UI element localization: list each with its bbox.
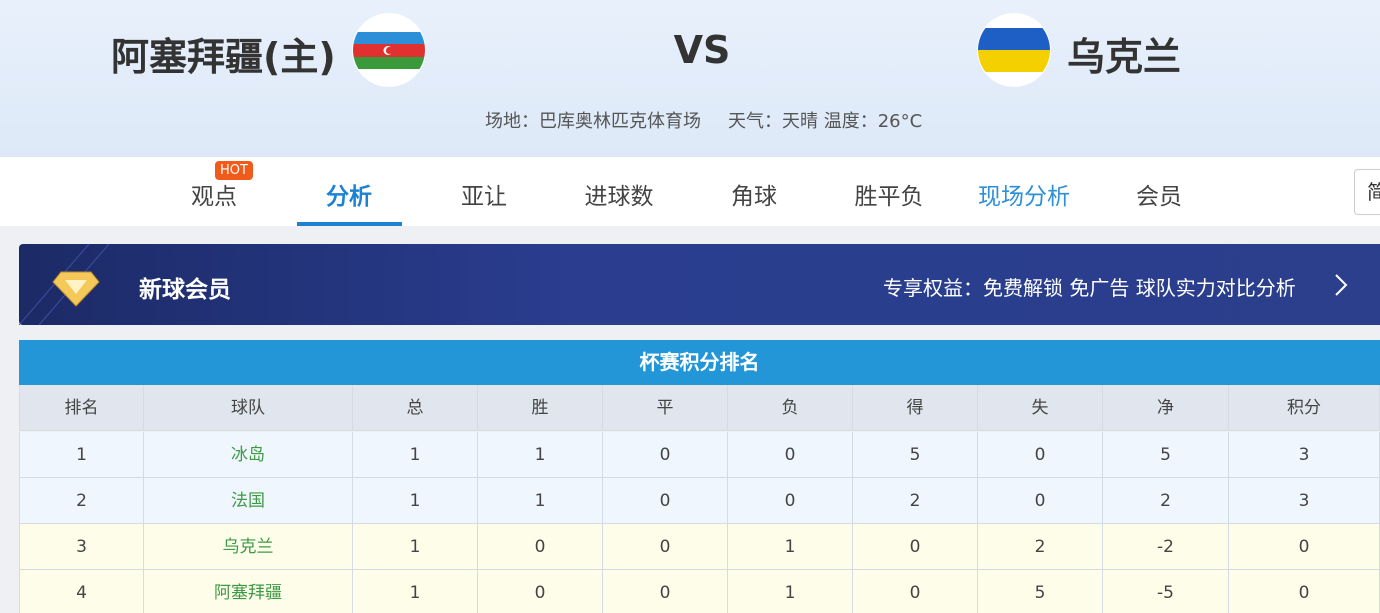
column-header: 失 (978, 385, 1103, 431)
table-cell: -5 (1103, 570, 1229, 613)
column-header: 得 (853, 385, 978, 431)
table-cell: 5 (853, 432, 978, 478)
column-header: 总 (353, 385, 478, 431)
home-flag (352, 13, 426, 87)
table-cell: 1 (728, 570, 853, 613)
match-header: 阿塞拜疆(主) VS 乌克兰 场地：巴库奥林匹克体育场 天气：天晴 温度：26°… (0, 0, 1380, 157)
table-cell: 4 (19, 570, 144, 613)
column-header: 球队 (144, 385, 353, 431)
table-cell: 0 (853, 524, 978, 570)
table-cell: 2 (19, 478, 144, 524)
column-header: 净 (1103, 385, 1229, 431)
nav-tab[interactable]: 分析 (326, 184, 372, 210)
team-link[interactable]: 阿塞拜疆 (144, 570, 353, 613)
active-underline (297, 222, 402, 226)
table-cell: 1 (353, 524, 478, 570)
banner-benefits: 专享权益：免费解锁 免广告 球队实力对比分析 (883, 276, 1296, 300)
table-cell: 0 (603, 432, 728, 478)
nav-tab[interactable]: 现场分析 (978, 184, 1070, 210)
home-team: 阿塞拜疆(主) (111, 35, 336, 79)
nav-tab[interactable]: 会员 (1136, 184, 1182, 210)
table-cell: 1 (353, 432, 478, 478)
table-cell: 0 (1229, 524, 1380, 570)
column-header: 积分 (1229, 385, 1380, 431)
away-flag (977, 13, 1051, 87)
nav-tab[interactable]: 进球数 (584, 184, 654, 210)
weather: 天气：天晴 温度：26°C (728, 111, 923, 132)
table-cell: 1 (353, 478, 478, 524)
nav-tab[interactable]: 观点 (191, 184, 237, 210)
table-cell: 0 (603, 524, 728, 570)
table-cell: 0 (728, 432, 853, 478)
banner-title: 新球会员 (139, 277, 231, 303)
table-cell: 1 (478, 432, 603, 478)
venue: 场地：巴库奥林匹克体育场 (485, 111, 701, 132)
vs-label: VS (673, 28, 731, 72)
column-header: 负 (728, 385, 853, 431)
nav-tab[interactable]: 亚让 (461, 184, 507, 210)
table-cell: 1 (19, 432, 144, 478)
table-cell: 1 (728, 524, 853, 570)
table-cell: 2 (978, 524, 1103, 570)
table-cell: 0 (1229, 570, 1380, 613)
table-cell: 2 (1103, 478, 1229, 524)
table-cell: 0 (978, 478, 1103, 524)
table-cell: 3 (1229, 478, 1380, 524)
chevron (1335, 274, 1348, 296)
table-cell: 0 (978, 432, 1103, 478)
team-link[interactable]: 冰岛 (144, 432, 353, 478)
table-cell: 0 (478, 570, 603, 613)
table-cell: 1 (353, 570, 478, 613)
table-cell: 2 (853, 478, 978, 524)
table-cell: 0 (603, 570, 728, 613)
away-team: 乌克兰 (1067, 35, 1182, 79)
team-link[interactable]: 法国 (144, 478, 353, 524)
table-cell: 0 (853, 570, 978, 613)
nav-tab[interactable]: 角球 (731, 184, 777, 210)
table-cell: 5 (978, 570, 1103, 613)
table-title: 杯赛积分排名 (19, 340, 1380, 385)
table-cell: 1 (478, 478, 603, 524)
nav-tab[interactable]: 胜平负 (854, 184, 924, 210)
column-header: 排名 (19, 385, 144, 431)
diamond-icon (19, 244, 110, 325)
lang-button[interactable]: 简 (1354, 169, 1380, 215)
table-cell: 0 (728, 478, 853, 524)
table-cell: 3 (1229, 432, 1380, 478)
hot-badge: HOT (215, 161, 253, 180)
table-cell: 5 (1103, 432, 1229, 478)
column-header: 平 (603, 385, 728, 431)
member-banner[interactable]: 新球会员 专享权益：免费解锁 免广告 球队实力对比分析 (19, 244, 1380, 325)
table-cell: 3 (19, 524, 144, 570)
team-link[interactable]: 乌克兰 (144, 524, 353, 570)
column-header: 胜 (478, 385, 603, 431)
table-cell: 0 (478, 524, 603, 570)
table-cell: 0 (603, 478, 728, 524)
table-cell: -2 (1103, 524, 1229, 570)
tab-bar: HOT 简 观点 分析 亚让 进球数 角球 胜平负 现场分析 会员 (0, 157, 1380, 226)
